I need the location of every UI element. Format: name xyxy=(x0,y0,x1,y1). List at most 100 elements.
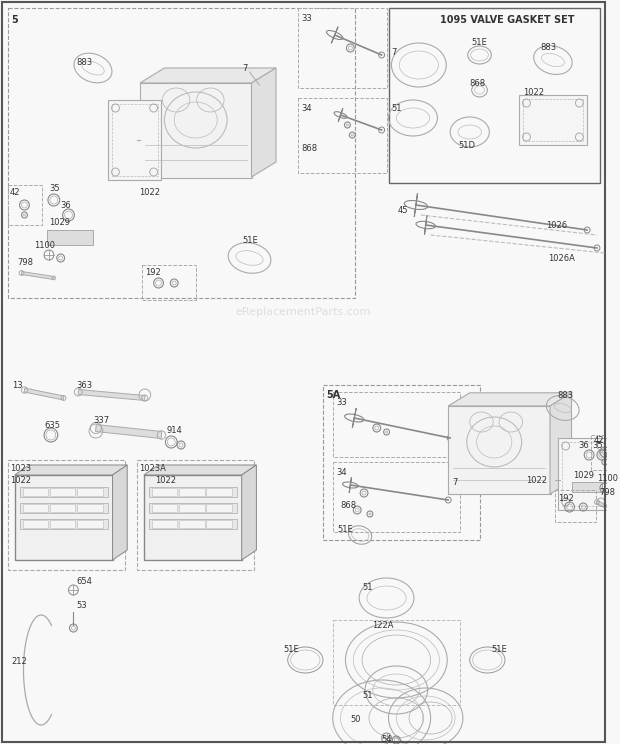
Text: 1026A: 1026A xyxy=(548,254,575,263)
Text: 1100: 1100 xyxy=(597,473,618,483)
Text: 34: 34 xyxy=(301,103,312,112)
Bar xyxy=(8,460,125,570)
Bar xyxy=(8,185,42,225)
Text: 192: 192 xyxy=(145,268,161,277)
Text: 1022: 1022 xyxy=(523,88,544,97)
Bar xyxy=(22,520,48,528)
Bar xyxy=(323,385,479,540)
Bar xyxy=(179,520,205,528)
Text: 5A: 5A xyxy=(326,390,340,400)
Text: 1095 VALVE GASKET SET: 1095 VALVE GASKET SET xyxy=(440,15,575,25)
Bar xyxy=(108,100,161,180)
Text: 51E: 51E xyxy=(284,646,299,655)
Text: 1022: 1022 xyxy=(526,475,547,484)
Bar xyxy=(333,620,460,705)
Polygon shape xyxy=(78,390,145,400)
Text: 13: 13 xyxy=(12,380,22,390)
Text: 42: 42 xyxy=(594,435,604,444)
Text: 51E: 51E xyxy=(472,37,487,47)
Text: 1100: 1100 xyxy=(34,240,55,249)
Bar xyxy=(149,519,237,529)
Text: 51D: 51D xyxy=(458,141,475,150)
Text: 1023: 1023 xyxy=(10,464,31,472)
Text: 5: 5 xyxy=(12,15,19,25)
Text: 654: 654 xyxy=(76,577,92,586)
Bar xyxy=(149,503,237,513)
Polygon shape xyxy=(596,501,606,507)
Bar xyxy=(206,504,232,512)
Text: 798: 798 xyxy=(17,257,33,266)
Bar xyxy=(140,83,252,178)
Bar xyxy=(179,488,205,496)
Bar xyxy=(448,406,551,494)
Text: 51E: 51E xyxy=(338,525,353,534)
Text: 635: 635 xyxy=(44,420,60,429)
Text: 50: 50 xyxy=(350,716,361,725)
Bar xyxy=(20,503,108,513)
Text: 868: 868 xyxy=(340,501,356,510)
Bar xyxy=(137,460,254,570)
Text: 35: 35 xyxy=(49,184,60,193)
Text: 51: 51 xyxy=(362,690,373,699)
Bar xyxy=(206,488,232,496)
Bar xyxy=(22,488,48,496)
Text: 51E: 51E xyxy=(242,236,259,245)
Polygon shape xyxy=(550,393,572,494)
Bar xyxy=(149,487,237,497)
Bar xyxy=(20,519,108,529)
Bar xyxy=(22,504,48,512)
Text: 363: 363 xyxy=(76,380,92,390)
Bar xyxy=(78,520,103,528)
Text: 54: 54 xyxy=(382,735,392,744)
Bar xyxy=(50,520,76,528)
Bar xyxy=(78,488,103,496)
Polygon shape xyxy=(252,68,276,177)
Bar xyxy=(152,504,177,512)
Bar xyxy=(389,8,600,183)
Text: 1022: 1022 xyxy=(10,475,31,484)
Polygon shape xyxy=(47,230,93,245)
Bar xyxy=(333,462,460,532)
Polygon shape xyxy=(95,425,162,438)
Polygon shape xyxy=(15,465,127,475)
Text: 883: 883 xyxy=(540,42,556,51)
Text: 36: 36 xyxy=(578,440,589,449)
Text: 53: 53 xyxy=(76,600,87,609)
Polygon shape xyxy=(242,465,257,560)
Text: 868: 868 xyxy=(470,79,486,88)
Text: 7: 7 xyxy=(242,63,248,72)
Bar xyxy=(206,520,232,528)
Bar xyxy=(298,8,386,88)
Text: 122A: 122A xyxy=(372,620,393,629)
Text: 883: 883 xyxy=(558,391,574,400)
Text: 1022: 1022 xyxy=(139,187,160,196)
Text: 1022: 1022 xyxy=(154,475,175,484)
Bar xyxy=(50,488,76,496)
Polygon shape xyxy=(349,477,352,493)
Text: 883: 883 xyxy=(76,57,92,66)
Bar xyxy=(562,442,604,506)
Polygon shape xyxy=(572,482,602,492)
Text: 868: 868 xyxy=(301,144,317,153)
Bar xyxy=(558,438,609,510)
Bar xyxy=(298,98,386,173)
Text: 51: 51 xyxy=(391,103,402,112)
Polygon shape xyxy=(24,388,64,400)
Bar xyxy=(555,490,596,522)
Text: 914: 914 xyxy=(166,426,182,434)
Polygon shape xyxy=(113,465,127,560)
Text: 33: 33 xyxy=(337,397,347,406)
Bar xyxy=(333,392,460,457)
Text: 337: 337 xyxy=(93,415,109,425)
Text: 7: 7 xyxy=(391,48,397,57)
Polygon shape xyxy=(448,393,572,406)
Polygon shape xyxy=(425,215,427,235)
Text: 45: 45 xyxy=(397,205,408,214)
Text: eReplacementParts.com: eReplacementParts.com xyxy=(236,307,371,317)
Text: 34: 34 xyxy=(337,467,347,476)
Text: 51: 51 xyxy=(362,583,373,592)
Polygon shape xyxy=(21,272,54,280)
Text: 212: 212 xyxy=(12,658,27,667)
Text: 51E: 51E xyxy=(491,646,507,655)
Text: 33: 33 xyxy=(301,13,312,22)
